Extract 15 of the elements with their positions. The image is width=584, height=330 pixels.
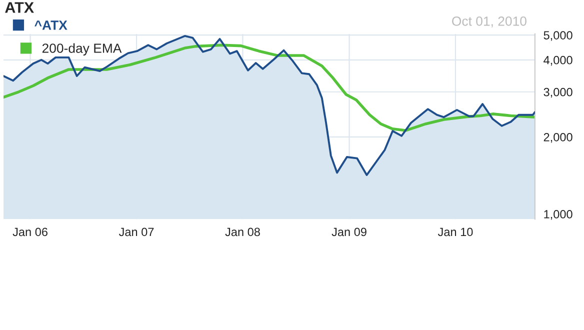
x-tick-label: Jan 06 xyxy=(12,228,48,236)
y-tick-label: 5,000 xyxy=(544,31,572,41)
y-tick-label: 3,000 xyxy=(544,88,572,98)
x-tick-label: Jan 07 xyxy=(118,228,154,236)
legend-label: ^ATX xyxy=(34,20,68,30)
x-tick-label: Jan 09 xyxy=(332,228,366,236)
y-tick-label: 2,000 xyxy=(544,132,572,143)
text: Oct 01, 2010 xyxy=(452,16,526,28)
line-series xyxy=(4,44,535,132)
y-tick-label: 4,000 xyxy=(544,56,572,66)
x-tick-label: Jan 08 xyxy=(225,228,260,236)
y-tick-label: 1,000 xyxy=(544,210,572,220)
chart-title: ATX xyxy=(5,2,34,13)
x-tick-label: Jan 10 xyxy=(438,228,473,236)
legend-label: 200-day EMA xyxy=(42,43,122,56)
